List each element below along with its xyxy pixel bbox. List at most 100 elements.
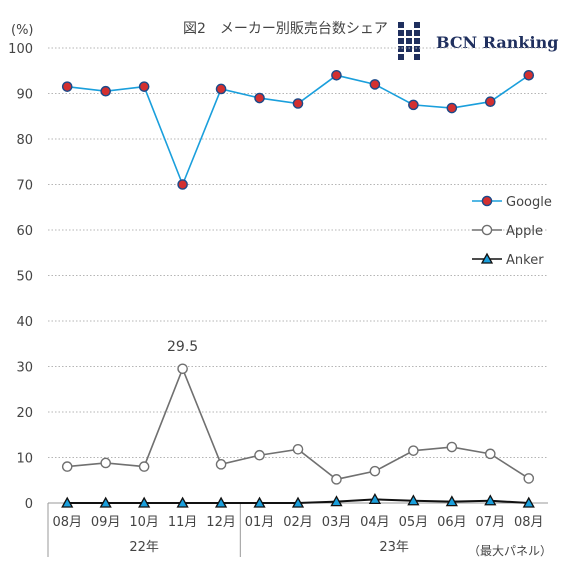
y-tick-label: 60 (16, 224, 33, 239)
google-point (292, 98, 304, 109)
logo-square (406, 46, 412, 52)
logo-square (398, 30, 404, 36)
anker-point (368, 493, 382, 505)
anker-point (330, 495, 343, 507)
apple-line (67, 366, 530, 481)
series-google (61, 70, 535, 190)
year-group-label: 22年 (129, 540, 159, 555)
google-point (177, 179, 188, 190)
google-point (369, 79, 381, 90)
x-tick-label: 10月 (129, 515, 159, 530)
google-point (481, 195, 493, 207)
year-group-label: 23年 (379, 540, 409, 555)
x-tick-label: 06月 (437, 515, 467, 530)
google-point (485, 96, 496, 107)
logo-square (414, 30, 420, 36)
legend: Google Apple Anker (472, 195, 552, 268)
apple-point (481, 224, 493, 236)
y-axis-ticks: 0 10 20 30 40 50 60 70 80 90 100 (8, 42, 33, 512)
anker-point (522, 496, 535, 508)
x-tick-label: 12月 (206, 515, 236, 530)
anker-point (407, 494, 420, 506)
series-anker (61, 493, 535, 508)
logo-square (398, 54, 404, 60)
logo-square (414, 54, 420, 60)
google-point (100, 85, 111, 97)
apple-point (100, 457, 111, 469)
google-point (254, 92, 265, 104)
anker-point (445, 495, 458, 507)
anker-point (176, 496, 189, 508)
google-line (67, 74, 530, 187)
anker-point (253, 496, 266, 508)
x-tick-label: 03月 (322, 515, 352, 530)
y-tick-label: 20 (16, 406, 33, 421)
google-point (61, 81, 73, 92)
apple-point (177, 363, 188, 375)
x-tick-label: 04月 (360, 515, 390, 530)
apple-point (485, 448, 496, 460)
legend-label: Google (506, 195, 552, 210)
y-tick-label: 90 (16, 88, 33, 103)
logo-square (414, 38, 420, 44)
google-point (523, 70, 535, 81)
logo-square (406, 30, 412, 36)
apple-point (292, 444, 304, 455)
legend-label: Apple (506, 224, 543, 239)
y-tick-label: 100 (8, 42, 33, 57)
x-tick-label: 11月 (168, 515, 198, 530)
panel-note: （最大パネル） (468, 544, 552, 558)
logo-square (406, 38, 412, 44)
anker-point (484, 494, 497, 506)
google-point (446, 102, 458, 114)
anker-point (138, 496, 151, 508)
anker-point (214, 496, 228, 508)
x-tick-label: 09月 (91, 515, 121, 530)
legend-item-anker: Anker (472, 252, 544, 268)
x-axis: 08月 09月 10月 11月 12月 01月 02月 03月 04月 05月 06月 07月 08月 2… (47, 502, 548, 557)
apple-point (254, 449, 265, 461)
y-tick-label: 40 (16, 315, 33, 330)
bcn-ranking-logo: BCN Ranking (398, 22, 558, 60)
x-tick-label: 05月 (399, 515, 429, 530)
y-tick-label: 50 (16, 270, 33, 285)
logo-square (414, 22, 420, 28)
y-tick-label: 70 (16, 179, 33, 194)
chart-title: 図2 メーカー別販売台数シェア (183, 21, 388, 37)
apple-point (523, 473, 535, 484)
logo-square (414, 46, 420, 52)
legend-item-apple: Apple (472, 224, 543, 239)
logo-mark-icon (398, 22, 420, 60)
logo-square (398, 22, 404, 28)
apple-point (408, 445, 419, 456)
annotations: 29.5 (167, 339, 198, 355)
google-point (138, 81, 150, 92)
y-tick-label: 10 (16, 452, 33, 467)
apple-point (331, 474, 342, 485)
anker-point (291, 496, 305, 508)
apple-point (446, 441, 458, 453)
y-tick-label: 0 (25, 497, 33, 512)
grid-lines (48, 47, 548, 458)
google-point (408, 99, 419, 111)
apple-point (138, 461, 150, 472)
y-unit-label: (%) (11, 23, 34, 38)
legend-label: Anker (506, 253, 544, 268)
legend-item-google: Google (472, 195, 552, 210)
brand-text: BCN Ranking (436, 33, 558, 52)
anker-point (480, 252, 494, 264)
logo-square (398, 38, 404, 44)
x-tick-label: 07月 (476, 515, 506, 530)
y-tick-label: 80 (16, 133, 33, 148)
logo-square (398, 46, 404, 52)
series-layer (61, 70, 535, 508)
google-point (331, 70, 342, 81)
x-tick-label: 02月 (283, 515, 313, 530)
anker-point (61, 496, 74, 508)
x-tick-label: 01月 (245, 515, 275, 530)
series-apple (61, 363, 535, 485)
google-point (215, 83, 227, 95)
data-label: 29.5 (167, 339, 198, 355)
y-tick-label: 30 (16, 361, 33, 376)
